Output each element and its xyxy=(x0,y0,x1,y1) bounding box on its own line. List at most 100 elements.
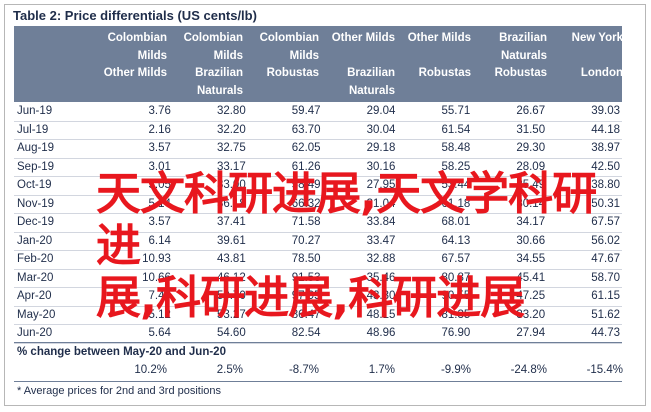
cell-value: 5.14 xyxy=(98,195,173,214)
cell-value: 70.27 xyxy=(247,232,323,251)
cell-value: 43.81 xyxy=(172,250,248,270)
cell-value: 91.53 xyxy=(247,269,323,288)
cell-value: 27.95 xyxy=(322,176,398,196)
pct-value: -24.8% xyxy=(510,364,547,376)
cell-value: 59.47 xyxy=(247,103,323,122)
table-row: Jan-20 6.14 39.61 70.27 33.47 64.13 30.66 56.02 xyxy=(14,232,622,251)
cell-value: 45.41 xyxy=(472,269,548,288)
cell-value: 27.94 xyxy=(472,324,548,344)
table-row: Dec-19 3.57 37.41 71.58 33.84 68.01 34.17 67.57 xyxy=(14,213,622,233)
cell-value: 47.67 xyxy=(547,250,622,270)
cell-value: 53.44 xyxy=(397,176,473,196)
table-title: Table 2: Price differentials (US cents/l… xyxy=(13,8,257,23)
cell-value: 61.54 xyxy=(397,121,473,140)
cell-value: 53.27 xyxy=(172,306,248,325)
cell-value: 10.93 xyxy=(98,250,173,270)
cell-value: 67.57 xyxy=(397,250,473,270)
cell-value: 50.70 xyxy=(172,287,248,307)
row-month: Mar-20 xyxy=(14,269,99,288)
cell-value: 36.18 xyxy=(172,195,248,214)
row-month: Apr-20 xyxy=(14,287,99,307)
cell-value: 3.76 xyxy=(98,103,173,122)
cell-value: 28.09 xyxy=(472,158,548,177)
col-header-colombian-robustas: Colombian Milds Robustas xyxy=(259,32,319,79)
price-table: Jun-19 3.76 32.80 59.47 29.04 55.71 26.67 39.03… xyxy=(14,103,622,344)
table-row: Sep-19 3.01 33.17 61.26 30.16 58.25 28.09 42.50 xyxy=(14,158,622,177)
cell-value: 86.47 xyxy=(247,306,323,325)
cell-value: 3.01 xyxy=(98,158,173,177)
table-row: Mar-20 10.66 46.12 91.53 35.46 80.87 45.41 58.7… xyxy=(14,269,622,288)
cell-value: 10.66 xyxy=(98,269,173,288)
cell-value: 44.73 xyxy=(547,324,622,344)
cell-value: 48.96 xyxy=(322,324,398,344)
row-month: Aug-19 xyxy=(14,139,99,159)
cell-value: 54.60 xyxy=(172,324,248,344)
table-row: Aug-19 3.57 32.75 62.05 29.18 58.48 29.30 38.97 xyxy=(14,139,622,159)
cell-value: 66.32 xyxy=(247,195,323,214)
cell-value: 42.50 xyxy=(547,158,622,177)
cell-value: 38.97 xyxy=(547,139,622,159)
cell-value: 31.04 xyxy=(322,195,398,214)
cell-value: 6.14 xyxy=(98,232,173,251)
table-row: Jun-20 5.64 54.60 82.54 48.96 76.90 27.94 44.73 xyxy=(14,324,622,344)
table-row: Apr-20 7.40 50.70 97.95 43.30 90.55 47.25 61.15 xyxy=(14,287,622,307)
cell-value: 58.48 xyxy=(397,139,473,159)
cell-value: 25.49 xyxy=(472,176,548,196)
cell-value: 67.57 xyxy=(547,213,622,233)
cell-value: 30.16 xyxy=(322,158,398,177)
cell-value: 32.20 xyxy=(172,121,248,140)
cell-value: 97.95 xyxy=(247,287,323,307)
cell-value: 55.71 xyxy=(397,103,473,122)
cell-value: 29.04 xyxy=(322,103,398,122)
col-header-other-robustas: Other Milds Robustas xyxy=(407,32,471,79)
cell-value: 46.12 xyxy=(172,269,248,288)
cell-value: 7.40 xyxy=(98,287,173,307)
col-header-newyork-london: New York London xyxy=(571,32,623,79)
cell-value: 78.50 xyxy=(247,250,323,270)
divider xyxy=(14,381,622,382)
cell-value: 50.31 xyxy=(547,195,622,214)
divider xyxy=(14,342,622,343)
cell-value: 3.57 xyxy=(98,213,173,233)
row-month: Sep-19 xyxy=(14,158,99,177)
cell-value: 62.05 xyxy=(247,139,323,159)
table-row: Jul-19 2.16 32.20 63.70 30.04 61.54 31.50 44.18 xyxy=(14,121,622,140)
cell-value: 71.58 xyxy=(247,213,323,233)
pct-value: 2.5% xyxy=(216,364,243,376)
cell-value: 56.02 xyxy=(547,232,622,251)
cell-value: 30.66 xyxy=(472,232,548,251)
cell-value: 39.03 xyxy=(547,103,622,122)
cell-value: 29.18 xyxy=(322,139,398,159)
cell-value: 30.04 xyxy=(322,121,398,140)
row-month: Jun-20 xyxy=(14,324,99,344)
cell-value: 76.90 xyxy=(397,324,473,344)
row-month: Dec-19 xyxy=(14,213,99,233)
cell-value: 33.84 xyxy=(322,213,398,233)
cell-value: 34.17 xyxy=(472,213,548,233)
cell-value: 33.17 xyxy=(172,158,248,177)
cell-value: 33.47 xyxy=(322,232,398,251)
col-header-brazilian-robustas: Brazilian Naturals Robustas xyxy=(494,32,547,79)
cell-value: 5.05 xyxy=(98,176,173,196)
cell-value: 61.18 xyxy=(397,195,473,214)
overlay-line: 天文科研进展,天文学科研进 xyxy=(96,167,597,272)
pct-change-label: % change between May-20 and Jun-20 xyxy=(17,346,226,358)
cell-value: 58.49 xyxy=(247,176,323,196)
cell-value: 38.80 xyxy=(547,176,622,196)
cell-value: 39.61 xyxy=(172,232,248,251)
row-month: Feb-20 xyxy=(14,250,99,270)
cell-value: 61.26 xyxy=(247,158,323,177)
table-row: Jun-19 3.76 32.80 59.47 29.04 55.71 26.67 39.03 xyxy=(14,103,622,122)
row-month: Jul-19 xyxy=(14,121,99,140)
cell-value: 32.80 xyxy=(172,103,248,122)
cell-value: 51.62 xyxy=(547,306,622,325)
pct-value: -15.4% xyxy=(586,364,623,376)
cell-value: 68.01 xyxy=(397,213,473,233)
row-month: May-20 xyxy=(14,306,99,325)
pct-value: 10.2% xyxy=(134,364,167,376)
pct-value: 1.7% xyxy=(368,364,395,376)
col-header-colombian-brazilian: Colombian Milds Brazilian Naturals xyxy=(183,32,243,97)
overlay-line: 展,科研进展,科研进展 xyxy=(96,271,525,324)
pct-value: -8.7% xyxy=(288,364,319,376)
cell-value: 61.15 xyxy=(547,287,622,307)
